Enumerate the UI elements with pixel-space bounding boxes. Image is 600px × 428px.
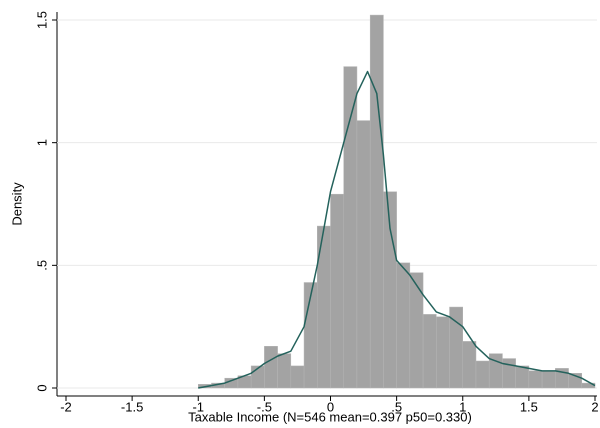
histogram-bar [396, 262, 411, 389]
x-tick-label: 1.5 [520, 399, 538, 414]
y-tick-label: .5 [34, 260, 49, 271]
x-tick-label: 2 [591, 399, 598, 414]
histogram-bar [356, 120, 371, 389]
histogram-bar [475, 360, 490, 389]
y-axis-title: Density [9, 182, 24, 226]
histogram-bar [541, 370, 556, 389]
histogram-bar [462, 341, 477, 389]
histogram-bar [422, 314, 437, 389]
histogram-bar [409, 272, 424, 389]
x-tick-label: -.5 [257, 399, 272, 414]
x-tick-label: -2 [60, 399, 72, 414]
histogram-bar [436, 316, 450, 389]
x-axis-title: Taxable Income (N=546 mean=0.397 p50=0.3… [188, 409, 472, 424]
histogram-bar [369, 14, 384, 389]
histogram-bar [264, 346, 278, 389]
density-line [198, 70, 596, 389]
histogram-bar [343, 66, 358, 389]
histogram-bar [515, 365, 530, 389]
y-tick-label: 1 [34, 139, 49, 146]
x-tick-label: -1 [192, 399, 204, 414]
y-tick-label: 0 [34, 384, 49, 391]
x-tick-label: -1.5 [121, 399, 143, 414]
histogram-bar [290, 365, 305, 389]
x-tick-label: 0 [327, 399, 334, 414]
x-tick-label: 1 [459, 399, 466, 414]
histogram-bar [277, 353, 292, 389]
histogram-bar [528, 370, 543, 389]
histogram-bar [502, 358, 516, 389]
y-tick-label: 1.5 [34, 11, 49, 29]
histogram-bar [330, 193, 344, 389]
x-tick-label: .5 [391, 399, 402, 414]
